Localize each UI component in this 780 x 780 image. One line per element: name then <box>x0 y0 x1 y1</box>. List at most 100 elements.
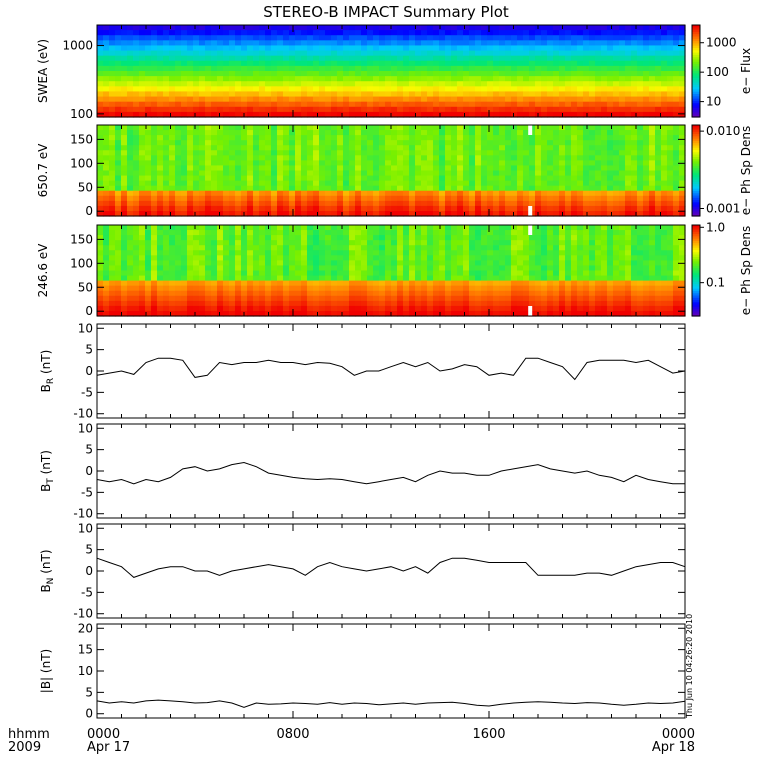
heatmap-cell <box>397 45 404 52</box>
heatmap-cell <box>139 65 146 72</box>
heatmap-cell <box>205 165 212 172</box>
heatmap-cell <box>667 86 674 93</box>
heatmap-cell <box>331 40 338 47</box>
heatmap-cell <box>607 30 614 36</box>
heatmap-cell <box>379 86 386 93</box>
heatmap-cell <box>115 230 122 236</box>
heatmap-cell <box>157 230 164 236</box>
heatmap-cell <box>541 101 548 108</box>
heatmap-cell <box>553 60 560 67</box>
heatmap-cell <box>595 125 602 131</box>
heatmap-cell <box>145 50 152 57</box>
heatmap-cell <box>553 180 560 187</box>
heatmap-cell <box>199 106 206 113</box>
heatmap-cell <box>499 210 506 217</box>
heatmap-cell <box>289 155 296 161</box>
heatmap-cell <box>235 190 242 197</box>
heatmap-cell <box>271 170 278 177</box>
heatmap-cell <box>511 86 518 93</box>
heatmap-cell <box>325 195 332 202</box>
heatmap-cell <box>103 285 110 292</box>
heatmap-cell <box>613 150 620 156</box>
heatmap-cell <box>457 135 464 141</box>
heatmap-cell <box>295 265 302 272</box>
heatmap-cell <box>97 200 104 207</box>
heatmap-cell <box>151 300 158 307</box>
heatmap-cell <box>127 165 134 172</box>
heatmap-cell <box>181 230 188 236</box>
heatmap-cell <box>127 210 134 217</box>
heatmap-cell <box>583 50 590 57</box>
heatmap-cell <box>241 245 248 251</box>
heatmap-cell <box>307 200 314 207</box>
heatmap-cell <box>439 175 446 182</box>
heatmap-cell <box>247 240 254 246</box>
heatmap-cell <box>535 30 542 36</box>
heatmap-cell <box>679 180 686 187</box>
heatmap-cell <box>139 175 146 182</box>
heatmap-cell <box>157 140 164 146</box>
heatmap-cell <box>307 290 314 297</box>
heatmap-cell <box>247 210 254 217</box>
heatmap-cell <box>109 106 116 113</box>
heatmap-cell <box>373 111 380 118</box>
heatmap-cell <box>655 175 662 182</box>
heatmap-cell <box>565 125 572 131</box>
heatmap-cell <box>583 200 590 207</box>
heatmap-cell <box>391 200 398 207</box>
heatmap-cell <box>103 150 110 156</box>
heatmap-cell <box>445 185 452 192</box>
heatmap-cell <box>343 255 350 261</box>
heatmap-cell <box>649 185 656 192</box>
heatmap-cell <box>301 96 308 103</box>
heatmap-cell <box>295 160 302 167</box>
heatmap-cell <box>421 285 428 292</box>
heatmap-cell <box>499 305 506 312</box>
heatmap-cell <box>433 280 440 287</box>
heatmap-cell <box>355 40 362 47</box>
heatmap-cell <box>187 310 194 317</box>
heatmap-cell <box>109 170 116 177</box>
heatmap-cell <box>265 230 272 236</box>
heatmap-cell <box>535 160 542 167</box>
heatmap-cell <box>127 270 134 277</box>
heatmap-cell <box>355 205 362 212</box>
heatmap-cell <box>109 280 116 287</box>
heatmap-cell <box>265 71 272 77</box>
heatmap-cell <box>217 71 224 77</box>
heatmap-cell <box>463 245 470 251</box>
heatmap-cell <box>253 240 260 246</box>
heatmap-cell <box>487 240 494 246</box>
heatmap-cell <box>169 240 176 246</box>
heatmap-cell <box>139 30 146 36</box>
heatmap-cell <box>151 111 158 118</box>
heatmap-cell <box>301 76 308 82</box>
heatmap-cell <box>313 106 320 113</box>
heatmap-cell <box>409 290 416 297</box>
heatmap-cell <box>511 135 518 141</box>
heatmap-cell <box>337 160 344 167</box>
heatmap-cell <box>115 305 122 312</box>
heatmap-cell <box>505 210 512 217</box>
heatmap-cell <box>337 290 344 297</box>
heatmap-cell <box>319 160 326 167</box>
heatmap-cell <box>421 230 428 236</box>
heatmap-cell <box>667 195 674 202</box>
heatmap-cell <box>445 255 452 261</box>
heatmap-cell <box>589 50 596 57</box>
heatmap-cell <box>583 190 590 197</box>
heatmap-cell <box>337 125 344 131</box>
heatmap-cell <box>325 180 332 187</box>
heatmap-cell <box>661 210 668 217</box>
heatmap-cell <box>451 135 458 141</box>
heatmap-cell <box>277 185 284 192</box>
heatmap-cell <box>169 30 176 36</box>
heatmap-cell <box>547 185 554 192</box>
heatmap-cell <box>643 40 650 47</box>
heatmap-cell <box>535 140 542 146</box>
heatmap-cell <box>217 205 224 212</box>
heatmap-cell <box>97 180 104 187</box>
heatmap-cell <box>157 135 164 141</box>
heatmap-cell <box>211 285 218 292</box>
heatmap-cell <box>175 235 182 241</box>
